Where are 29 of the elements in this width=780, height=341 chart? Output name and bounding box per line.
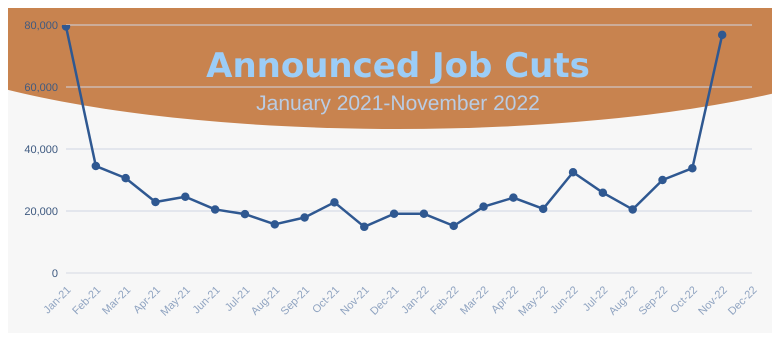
y-tick-label: 60,000 — [24, 82, 58, 94]
point — [92, 162, 100, 170]
point — [479, 202, 488, 211]
point — [360, 222, 369, 232]
point — [538, 204, 548, 214]
point — [718, 30, 726, 40]
y-tick-label: 80,000 — [24, 20, 58, 32]
point — [420, 210, 428, 218]
point — [598, 188, 608, 197]
point — [330, 198, 339, 207]
point — [658, 176, 667, 184]
point — [270, 220, 280, 229]
point — [300, 213, 309, 222]
point — [449, 222, 458, 230]
y-tick-label: 0 — [52, 268, 58, 280]
point — [628, 205, 637, 214]
point — [240, 210, 250, 218]
point — [121, 174, 130, 182]
point — [568, 168, 578, 176]
point — [688, 164, 697, 172]
text: January 2021-November 2022 — [255, 92, 541, 116]
text: Announced Job Cuts — [206, 46, 590, 86]
y-tick-label: 40,000 — [24, 144, 58, 156]
point — [390, 210, 398, 218]
point — [181, 192, 190, 201]
point — [210, 205, 220, 214]
y-tick-label: 20,000 — [24, 206, 58, 218]
point — [509, 193, 518, 202]
point — [151, 198, 160, 206]
